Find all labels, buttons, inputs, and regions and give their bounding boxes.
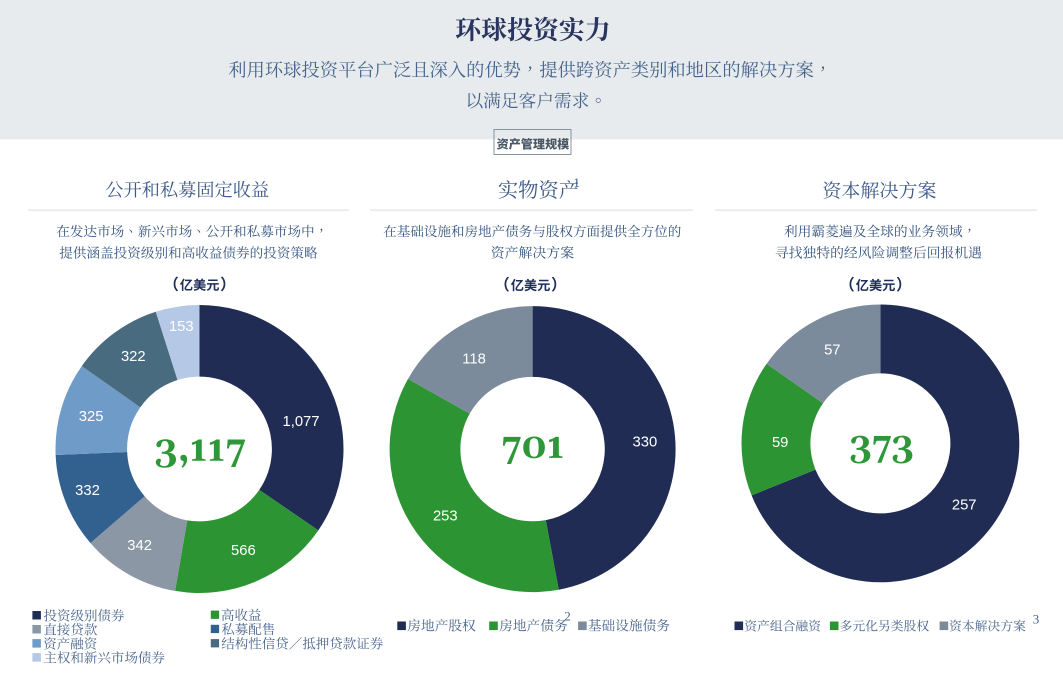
svg-text:2: 2 (564, 608, 571, 623)
svg-text:3: 3 (1033, 611, 1040, 626)
svg-text:118: 118 (462, 351, 486, 367)
svg-text:257: 257 (952, 498, 977, 514)
svg-text:253: 253 (433, 509, 458, 525)
svg-text:566: 566 (231, 543, 256, 559)
svg-text:330: 330 (633, 434, 658, 450)
svg-text:342: 342 (127, 538, 152, 554)
svg-text:1: 1 (573, 175, 580, 190)
svg-text:332: 332 (75, 483, 100, 499)
svg-text:325: 325 (79, 409, 104, 425)
svg-text:57: 57 (824, 343, 840, 359)
svg-text:153: 153 (169, 319, 194, 335)
svg-text:1,077: 1,077 (282, 414, 319, 430)
svg-text:322: 322 (121, 349, 146, 365)
svg-text:59: 59 (772, 435, 788, 451)
